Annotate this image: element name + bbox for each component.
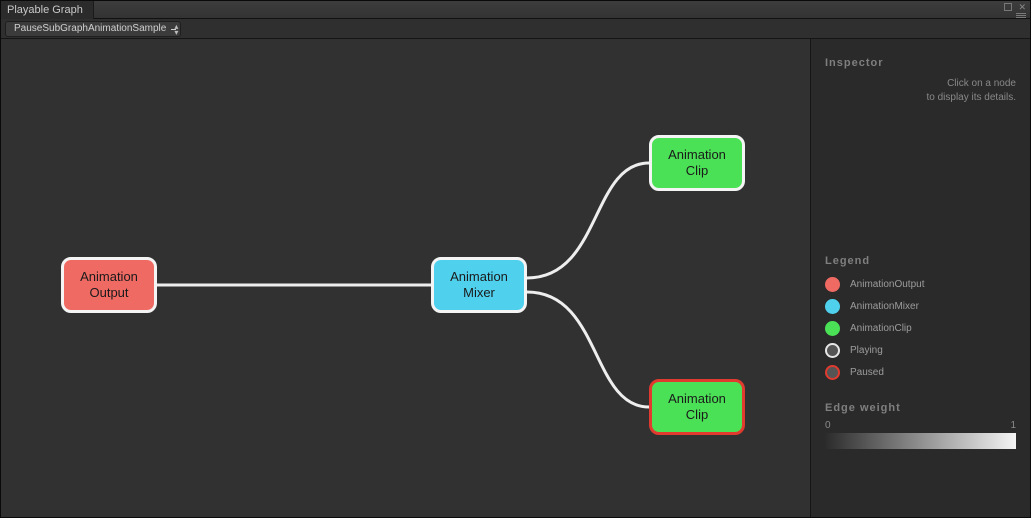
window-title-tab[interactable]: Playable Graph xyxy=(1,1,94,19)
node-label: AnimationMixer xyxy=(450,269,508,301)
node-label: AnimationClip xyxy=(668,391,726,423)
legend-title: Legend xyxy=(825,255,1016,267)
window-title: Playable Graph xyxy=(7,4,83,16)
context-menu-icon[interactable] xyxy=(1016,13,1026,18)
maximize-icon[interactable] xyxy=(1004,3,1012,11)
graph-node-output[interactable]: AnimationOutput xyxy=(61,257,157,313)
legend-row: Playing xyxy=(825,343,1016,358)
legend-label: AnimationClip xyxy=(850,323,1016,334)
legend: Legend AnimationOutput AnimationMixer Anim… xyxy=(825,255,1016,380)
legend-dot-icon xyxy=(825,365,840,380)
graph-canvas[interactable]: AnimationOutput AnimationMixer AnimationCl… xyxy=(1,39,811,517)
edge-weight-min: 0 xyxy=(825,420,831,431)
legend-row: AnimationMixer xyxy=(825,299,1016,314)
edge-weight-gradient xyxy=(825,433,1016,449)
close-icon[interactable]: ✕ xyxy=(1018,3,1026,11)
edge-weight-title: Edge weight xyxy=(825,402,1016,414)
edge-mixer-clip1 xyxy=(527,163,649,278)
legend-dot-icon xyxy=(825,321,840,336)
legend-row: AnimationOutput xyxy=(825,277,1016,292)
graph-node-mixer[interactable]: AnimationMixer xyxy=(431,257,527,313)
legend-dot-icon xyxy=(825,277,840,292)
legend-dot-icon xyxy=(825,343,840,358)
chevron-updown-icon: ▴▾ xyxy=(174,24,176,36)
legend-dot-icon xyxy=(825,299,840,314)
legend-label: AnimationMixer xyxy=(850,301,1016,312)
legend-row: Paused xyxy=(825,365,1016,380)
window-controls: ✕ xyxy=(1004,3,1026,18)
legend-label: AnimationOutput xyxy=(850,279,1016,290)
node-label: AnimationClip xyxy=(668,147,726,179)
graph-node-clip2[interactable]: AnimationClip xyxy=(649,379,745,435)
legend-label: Playing xyxy=(850,345,1016,356)
edge-mixer-clip2 xyxy=(527,292,649,407)
graph-selector-dropdown[interactable]: PauseSubGraphAnimationSample ▴▾ xyxy=(5,21,181,37)
edge-weight-max: 1 xyxy=(1010,420,1016,431)
titlebar: Playable Graph ✕ xyxy=(1,1,1030,19)
graph-node-clip1[interactable]: AnimationClip xyxy=(649,135,745,191)
graph-selector-label: PauseSubGraphAnimationSample xyxy=(14,23,166,34)
inspector-hint: Click on a node to display its details. xyxy=(825,77,1016,105)
node-label: AnimationOutput xyxy=(80,269,138,301)
window-root: Playable Graph ✕ PauseSubGraphAnimationS… xyxy=(0,0,1031,518)
legend-row: AnimationClip xyxy=(825,321,1016,336)
legend-label: Paused xyxy=(850,367,1016,378)
inspector-hint-line: Click on a node xyxy=(825,77,1016,91)
inspector-title: Inspector xyxy=(825,57,1016,69)
edge-weight-range: 0 1 xyxy=(825,420,1016,431)
toolbar: PauseSubGraphAnimationSample ▴▾ xyxy=(1,19,1030,39)
inspector-hint-line: to display its details. xyxy=(825,91,1016,105)
side-panel: Inspector Click on a node to display its… xyxy=(811,39,1030,517)
